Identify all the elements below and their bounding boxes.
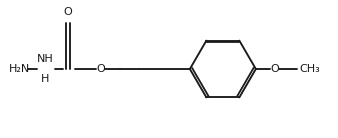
Text: CH₃: CH₃ bbox=[299, 64, 320, 74]
Text: H₂N: H₂N bbox=[9, 64, 30, 74]
Text: H: H bbox=[41, 75, 50, 84]
Text: O: O bbox=[64, 7, 72, 17]
Text: O: O bbox=[270, 64, 279, 74]
Text: O: O bbox=[96, 64, 105, 74]
Text: NH: NH bbox=[37, 54, 54, 63]
